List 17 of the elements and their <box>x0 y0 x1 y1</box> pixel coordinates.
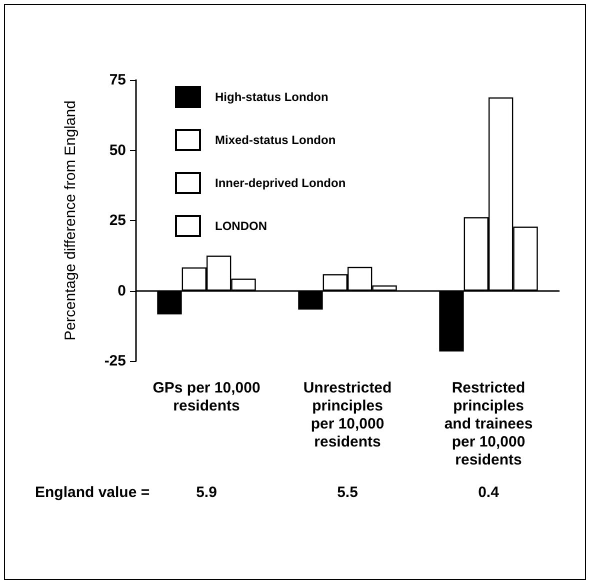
text: 0.4 <box>478 484 500 501</box>
legend-label: High-status London <box>215 90 328 104</box>
legend-label: Inner-deprived London <box>215 176 346 190</box>
y-tick-label: 0 <box>118 282 126 300</box>
y-tick-label: 50 <box>109 142 126 159</box>
legend-label: LONDON <box>215 219 267 233</box>
legend-label: Mixed-status London <box>215 133 336 147</box>
text: England value = <box>35 484 150 501</box>
x-tick-label: Unrestricted principles per 10,000 residents <box>303 380 392 450</box>
x-tick-label: Restricted principles and trainees per 10,000 residents <box>444 380 533 468</box>
y-tick-label: 75 <box>109 72 126 88</box>
y-axis-title: Percentage difference from England <box>62 100 79 340</box>
y-tick-label: 25 <box>109 212 126 229</box>
x-tick-label: GPs per 10,000 residents <box>152 380 260 414</box>
text: 5.5 <box>337 484 358 501</box>
y-tick-label: -25 <box>104 352 126 370</box>
text: 5.9 <box>196 484 217 501</box>
